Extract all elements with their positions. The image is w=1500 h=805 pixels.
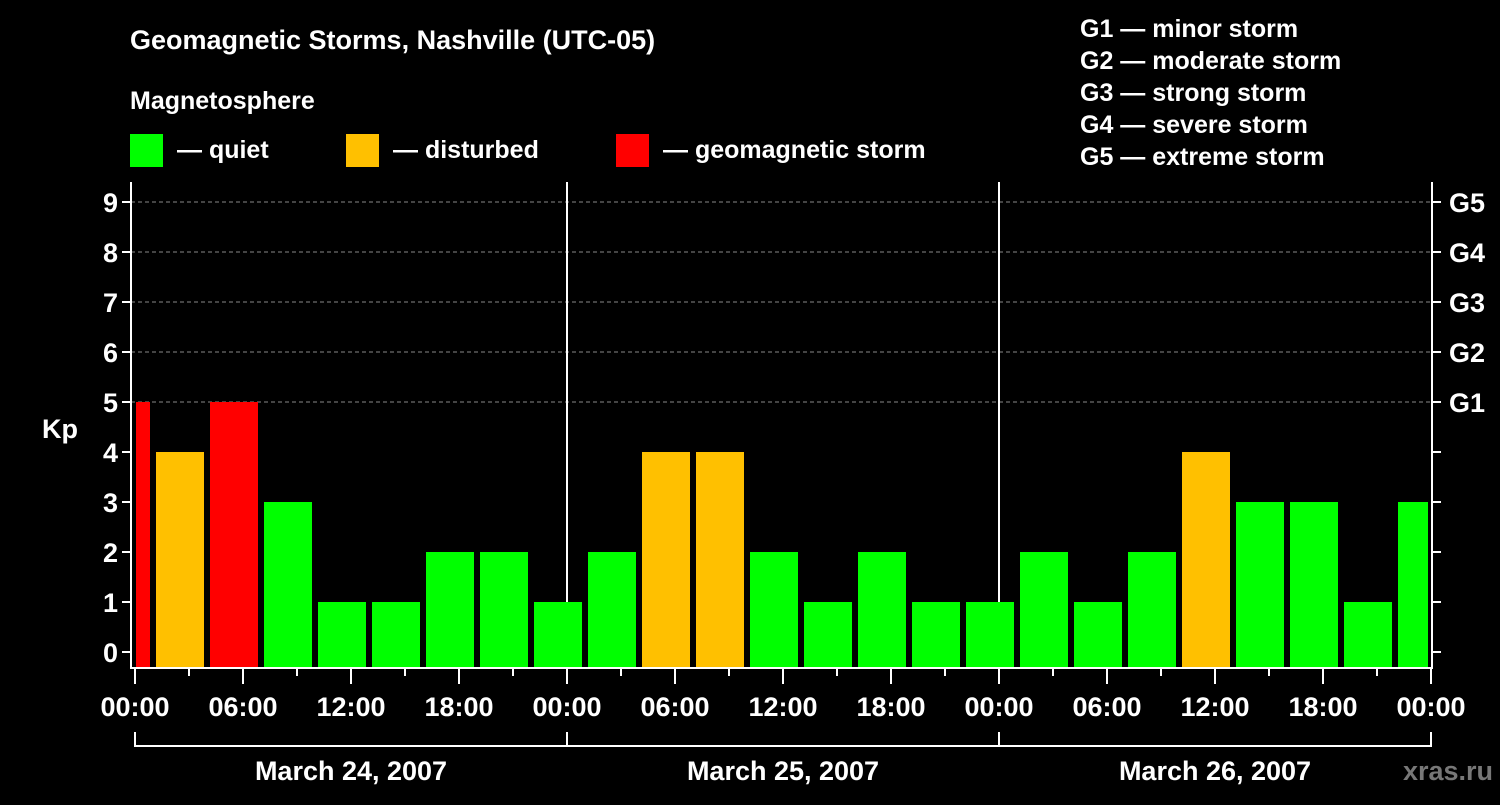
legend-swatch-1 <box>346 134 379 167</box>
kp-bar-24 <box>1398 502 1428 668</box>
legend-label-2: — geomagnetic storm <box>663 136 926 164</box>
x-tick-label-6: 12:00 <box>748 692 817 722</box>
y-tick-label-9: 9 <box>103 188 118 218</box>
y-tick-label-7: 7 <box>103 288 118 318</box>
kp-bar-8 <box>534 602 582 668</box>
y-tick-label-3: 3 <box>103 488 118 518</box>
kp-bar-14 <box>858 552 906 668</box>
bars <box>136 402 1428 668</box>
kp-bar-23 <box>1344 602 1392 668</box>
legend-swatch-2 <box>616 134 649 167</box>
x-tick-label-1: 06:00 <box>208 692 277 722</box>
kp-bar-16 <box>966 602 1014 668</box>
kp-bar-0 <box>136 402 150 668</box>
y-axis-label: Kp <box>42 414 78 444</box>
x-tick-label-3: 18:00 <box>424 692 493 722</box>
kp-bar-4 <box>318 602 366 668</box>
y-tick-label-5: 5 <box>103 388 118 418</box>
kp-bar-12 <box>750 552 798 668</box>
y-tick-label-6: 6 <box>103 338 118 368</box>
x-tick-label-0: 00:00 <box>100 692 169 722</box>
y-tick-label-2: 2 <box>103 538 118 568</box>
y-tick-label-0: 0 <box>103 638 118 668</box>
day-label-0: March 24, 2007 <box>255 756 447 786</box>
legend-title: Magnetosphere <box>130 87 315 115</box>
kp-bar-17 <box>1020 552 1068 668</box>
kp-bar-20 <box>1182 452 1230 668</box>
grid <box>131 182 1432 668</box>
right-tick-label-G2: G2 <box>1449 338 1485 368</box>
kp-bar-3 <box>264 502 312 668</box>
axes: 0 1 2 3 4 5 6 7 8 9 G1 G2 G3 G4 G5 00:00 06:00 12:00 18:00… <box>100 182 1485 786</box>
x-tick-label-8: 00:00 <box>964 692 1033 722</box>
x-tick-label-10: 12:00 <box>1180 692 1249 722</box>
chart-title: Geomagnetic Storms, Nashville (UTC-05) <box>130 25 655 55</box>
kp-bar-22 <box>1290 502 1338 668</box>
storm-scale-item-0: G1 — minor storm <box>1080 15 1298 43</box>
storm-scale-item-4: G5 — extreme storm <box>1080 143 1325 171</box>
watermark: xras.ru <box>1403 756 1493 786</box>
kp-bar-15 <box>912 602 960 668</box>
kp-bar-7 <box>480 552 528 668</box>
right-tick-label-G5: G5 <box>1449 188 1485 218</box>
legend-label-0: — quiet <box>177 136 269 164</box>
right-tick-label-G3: G3 <box>1449 288 1485 318</box>
x-tick-label-7: 18:00 <box>856 692 925 722</box>
kp-bar-19 <box>1128 552 1176 668</box>
kp-bar-1 <box>156 452 204 668</box>
storm-scale-item-1: G2 — moderate storm <box>1080 47 1341 75</box>
x-tick-label-2: 12:00 <box>316 692 385 722</box>
kp-bar-18 <box>1074 602 1122 668</box>
day-label-2: March 26, 2007 <box>1119 756 1311 786</box>
x-tick-label-12: 00:00 <box>1396 692 1465 722</box>
x-tick-label-9: 06:00 <box>1072 692 1141 722</box>
kp-bar-5 <box>372 602 420 668</box>
kp-bar-11 <box>696 452 744 668</box>
kp-bar-9 <box>588 552 636 668</box>
kp-bar-10 <box>642 452 690 668</box>
y-tick-label-8: 8 <box>103 238 118 268</box>
right-tick-label-G1: G1 <box>1449 388 1485 418</box>
legend-swatch-0 <box>130 134 163 167</box>
day-bracket <box>134 732 1432 747</box>
legend-label-1: — disturbed <box>393 136 539 164</box>
y-tick-label-1: 1 <box>103 588 118 618</box>
x-tick-label-5: 06:00 <box>640 692 709 722</box>
storm-scale-item-3: G4 — severe storm <box>1080 111 1308 139</box>
x-tick-label-4: 00:00 <box>532 692 601 722</box>
kp-bar-13 <box>804 602 852 668</box>
kp-bar-2 <box>210 402 258 668</box>
kp-bar-6 <box>426 552 474 668</box>
right-tick-label-G4: G4 <box>1449 238 1485 268</box>
x-tick-label-11: 18:00 <box>1288 692 1357 722</box>
storm-scale-legend: G1 — minor storm G2 — moderate storm G3 — … <box>1080 15 1341 171</box>
day-label-1: March 25, 2007 <box>687 756 879 786</box>
y-tick-label-4: 4 <box>103 438 118 468</box>
kp-bar-21 <box>1236 502 1284 668</box>
legend: — quiet — disturbed — geomagnetic storm <box>130 134 926 167</box>
storm-scale-item-2: G3 — strong storm <box>1080 79 1306 107</box>
